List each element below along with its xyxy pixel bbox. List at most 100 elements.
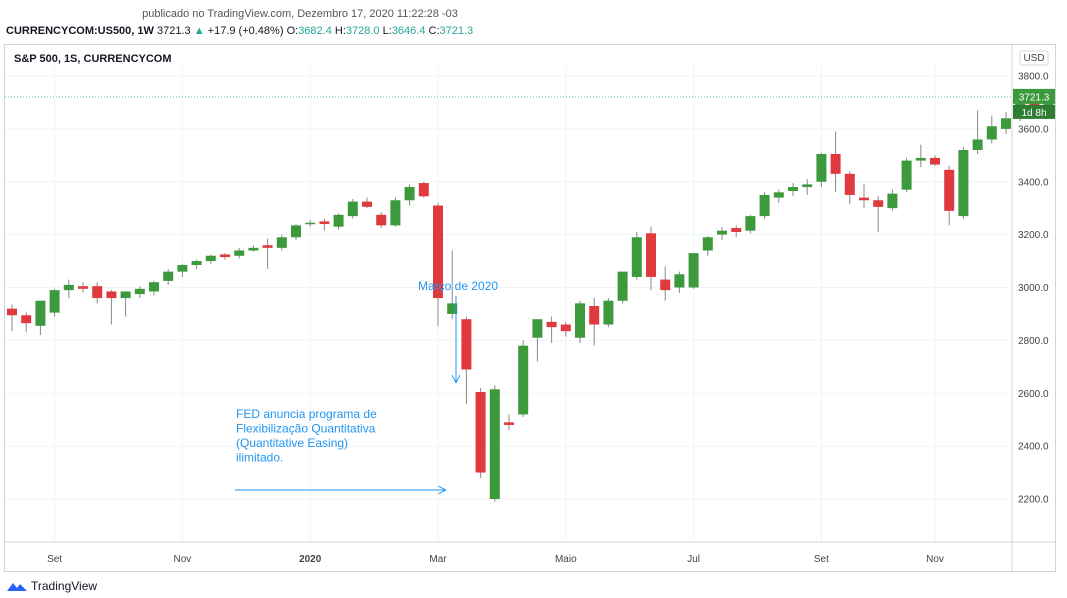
- candle-body[interactable]: [958, 150, 969, 217]
- y-tick-label: 2200.0: [1018, 495, 1049, 506]
- candle-body[interactable]: [49, 290, 60, 313]
- y-tick-label: 3400.0: [1018, 177, 1049, 188]
- candle-body[interactable]: [291, 225, 301, 238]
- candle-body[interactable]: [305, 222, 316, 225]
- candle-body[interactable]: [319, 221, 330, 225]
- candle-body[interactable]: [986, 126, 997, 140]
- candle-body[interactable]: [603, 300, 614, 325]
- open-value: 3682.4: [298, 25, 332, 37]
- y-tick-label: 3800.0: [1018, 72, 1049, 83]
- candle-body[interactable]: [276, 237, 287, 248]
- chart-title: S&P 500, 1S, CURRENCYCOM: [14, 53, 172, 65]
- tradingview-logo[interactable]: TradingView: [6, 579, 97, 593]
- candle-body[interactable]: [92, 286, 103, 299]
- candle-body[interactable]: [418, 183, 429, 197]
- candle-body[interactable]: [844, 173, 855, 195]
- x-tick-label: Maio: [555, 554, 577, 565]
- candle-body[interactable]: [63, 284, 74, 291]
- candle-body[interactable]: [717, 230, 727, 235]
- candle-body[interactable]: [120, 291, 131, 299]
- candle-body[interactable]: [447, 303, 458, 314]
- close-label: C:: [428, 25, 440, 37]
- annotation-fed-line: (Quantitative Easing): [236, 436, 348, 450]
- candle-body[interactable]: [901, 160, 912, 190]
- candle-body[interactable]: [944, 169, 955, 211]
- high-label: H:: [334, 25, 346, 37]
- candle-body[interactable]: [631, 237, 642, 277]
- candle-body[interactable]: [617, 271, 628, 301]
- candle-body[interactable]: [78, 286, 88, 289]
- candle-body[interactable]: [788, 187, 798, 192]
- x-tick-label: Set: [47, 554, 62, 565]
- countdown-tag-label: 1d 8h: [1021, 108, 1046, 119]
- candle-body[interactable]: [915, 157, 926, 161]
- close-value: 3721.3: [439, 25, 474, 37]
- chart-frame: [4, 44, 1056, 572]
- candle-body[interactable]: [347, 201, 358, 217]
- candle-body[interactable]: [191, 261, 202, 266]
- candle-body[interactable]: [773, 192, 784, 198]
- candle-body[interactable]: [816, 153, 827, 182]
- candle-body[interactable]: [887, 193, 898, 209]
- candle-body[interactable]: [688, 253, 699, 288]
- candle-body[interactable]: [21, 315, 32, 324]
- candle-body[interactable]: [546, 321, 557, 328]
- candle-body[interactable]: [674, 274, 685, 288]
- candle-body[interactable]: [660, 279, 671, 291]
- candle-body[interactable]: [560, 324, 571, 332]
- y-tick-label: 2800.0: [1018, 336, 1049, 347]
- last-price-tag: [1013, 88, 1055, 104]
- candle-body[interactable]: [702, 237, 713, 251]
- candle-body[interactable]: [376, 214, 387, 226]
- x-tick-label: 2020: [299, 554, 322, 565]
- countdown-tag: [1013, 104, 1055, 119]
- candle-body[interactable]: [646, 233, 656, 277]
- candle-body[interactable]: [390, 200, 401, 226]
- published-caption: publicado no TradingView.com, Dezembro 1…: [142, 8, 458, 20]
- candle-body[interactable]: [163, 271, 174, 281]
- low-label: L:: [382, 25, 392, 37]
- candle-body[interactable]: [532, 319, 543, 338]
- candle-body[interactable]: [134, 288, 145, 295]
- candle-body[interactable]: [404, 187, 415, 201]
- candle-body[interactable]: [149, 282, 159, 292]
- candle-body[interactable]: [518, 345, 529, 415]
- candle-body[interactable]: [262, 245, 273, 248]
- candle-body[interactable]: [575, 303, 585, 338]
- candle-body[interactable]: [745, 216, 756, 231]
- annotation-march-2020: Março de 2020: [418, 279, 498, 293]
- candle-body[interactable]: [489, 389, 500, 499]
- candle-body[interactable]: [759, 194, 770, 217]
- candle-body[interactable]: [234, 250, 245, 256]
- candle-body[interactable]: [106, 291, 117, 299]
- candle-body[interactable]: [220, 254, 230, 258]
- x-tick-label: Jul: [687, 554, 700, 565]
- tradingview-logo-icon: [7, 583, 27, 591]
- candle-body[interactable]: [362, 201, 372, 207]
- candle-body[interactable]: [972, 139, 983, 151]
- candle-body[interactable]: [433, 205, 443, 299]
- candle-body[interactable]: [205, 255, 216, 262]
- candle-body[interactable]: [333, 214, 344, 227]
- currency-box: [1019, 50, 1049, 66]
- candle-body[interactable]: [830, 153, 841, 174]
- candle-body[interactable]: [504, 422, 514, 425]
- candle-body[interactable]: [7, 308, 17, 316]
- last-price: 3721.3: [156, 25, 191, 37]
- candle-body[interactable]: [177, 265, 188, 272]
- open-label: O:: [286, 25, 299, 37]
- candle-body[interactable]: [461, 319, 472, 370]
- candle-body[interactable]: [589, 306, 600, 325]
- y-tick-label: 2600.0: [1018, 389, 1049, 400]
- candle-body[interactable]: [873, 200, 884, 207]
- candle-body[interactable]: [1001, 118, 1011, 129]
- candle-body[interactable]: [475, 391, 486, 473]
- x-tick-label: Mar: [429, 554, 447, 565]
- candle-body[interactable]: [930, 157, 940, 165]
- candle-body[interactable]: [731, 228, 742, 232]
- candle-body[interactable]: [802, 184, 813, 188]
- candle-body[interactable]: [859, 197, 869, 201]
- candle-body[interactable]: [35, 300, 46, 326]
- candle-body[interactable]: [248, 247, 259, 251]
